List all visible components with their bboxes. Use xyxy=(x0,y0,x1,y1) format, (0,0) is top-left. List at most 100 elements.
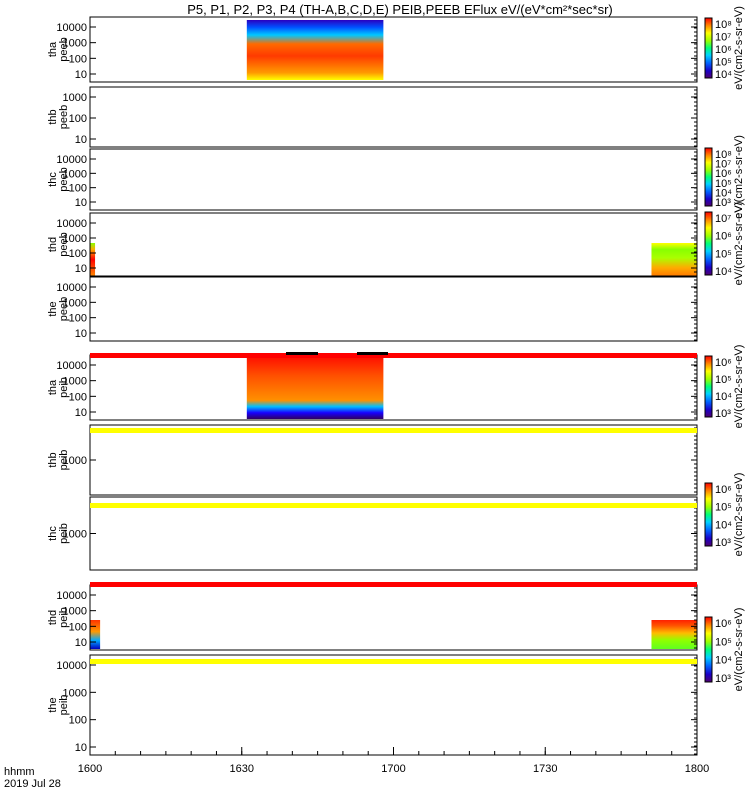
colorbar-tick-label: 10³ xyxy=(715,537,731,549)
colorbar-tick-label: 10³ xyxy=(715,673,731,685)
y-tick-label: 10000 xyxy=(56,590,87,602)
colorbar-tick-label: 10⁵ xyxy=(715,374,732,386)
colorbar-tick-label: 10⁴ xyxy=(715,655,732,667)
colorbar-tick-label: 10⁷ xyxy=(715,159,731,171)
panel-label: the xyxy=(47,697,59,712)
x-axis-label: hhmm xyxy=(4,766,35,778)
y-tick-label: 1000 xyxy=(63,687,87,699)
panel-label: thd xyxy=(47,610,59,625)
y-tick-label: 1000 xyxy=(63,606,87,618)
panel-frame xyxy=(89,654,698,756)
yellow-strip-thc xyxy=(90,503,697,508)
y-tick-label: 100 xyxy=(69,621,87,633)
colorbar-tick-label: 10⁴ xyxy=(715,519,732,531)
panel-frame xyxy=(89,276,698,342)
spectrogram-block xyxy=(246,357,384,419)
colorbar-tick-label: 10³ xyxy=(715,197,731,209)
colorbar-tick-label: 10⁶ xyxy=(715,484,732,496)
colorbar xyxy=(704,17,713,79)
y-tick-label: 1000 xyxy=(63,233,87,245)
y-tick-label: 10000 xyxy=(56,218,87,230)
y-tick-label: 10 xyxy=(75,197,87,209)
colorbar-label: eV/(cm2-s-sr-eV) xyxy=(733,135,745,219)
y-tick-label: 10 xyxy=(75,263,87,275)
panel-label: peeb xyxy=(58,37,70,61)
panel-label: peib xyxy=(58,450,70,471)
panel-thd-peeb: 10000 1000 100 10 thd peeb 10⁷ 10⁶ 10⁵ 10⁴ eV/(cm2… xyxy=(47,202,745,286)
flag-marker xyxy=(286,352,318,355)
y-tick-label: 10 xyxy=(75,742,87,754)
y-tick-label: 100 xyxy=(69,53,87,65)
panel-frame xyxy=(89,354,698,421)
colorbar-label: eV/(cm2-s-sr-eV) xyxy=(733,345,745,429)
colorbar-tick-label: 10⁴ xyxy=(715,69,732,81)
panel-thb-peib: 1000 thb peib xyxy=(47,424,698,496)
colorbar-tick-label: 10⁶ xyxy=(715,44,732,56)
colorbar-tick-label: 10⁵ xyxy=(715,248,732,260)
panel-label: thb xyxy=(47,109,59,124)
y-tick-label: 100 xyxy=(69,248,87,260)
colorbar xyxy=(704,147,713,207)
panel-label: tha xyxy=(47,379,59,395)
panel-label: peib xyxy=(58,607,70,628)
panel-label: peeb xyxy=(58,297,70,321)
x-tick-label: 1800 xyxy=(685,763,709,775)
y-tick-label: 100 xyxy=(69,391,87,403)
panel-the-peeb: 10000 1000 100 10 the peeb xyxy=(47,276,698,342)
panel-frame xyxy=(89,212,698,277)
spectrogram-block xyxy=(246,20,384,80)
colorbar-tick-label: 10⁵ xyxy=(715,57,732,69)
colorbar-label: eV/(cm2-s-sr-eV) xyxy=(733,6,745,90)
panel-label: thc xyxy=(47,172,59,187)
panel-label: peeb xyxy=(58,232,70,256)
y-tick-label: 10000 xyxy=(56,282,87,294)
x-tick-label: 1630 xyxy=(230,763,254,775)
colorbar-tick-label: 10⁵ xyxy=(715,502,732,514)
y-tick-label: 1000 xyxy=(63,168,87,180)
y-tick-label: 1000 xyxy=(63,529,87,541)
colorbar-label: eV/(cm2-s-sr-eV) xyxy=(733,608,745,692)
y-tick-label: 10 xyxy=(75,69,87,81)
panel-label: tha xyxy=(47,41,59,57)
spectrogram-block xyxy=(651,620,697,649)
y-tick-label: 10000 xyxy=(56,360,87,372)
panel-frame xyxy=(89,424,698,496)
panel-thc-peib: 1000 thc peib 10⁶ 10⁵ 10⁴ 10³ eV/(cm2-s-sr-eV) xyxy=(47,473,745,571)
panel-thd-peib: 10000 1000 100 10 thd peib 10⁶ 10⁵ 10⁴ 10³ eV/(cm2… xyxy=(47,584,745,692)
colorbar-tick-label: 10⁶ xyxy=(715,231,732,243)
colorbar-label: eV/(cm2-s-sr-eV) xyxy=(733,202,745,286)
panel-frame xyxy=(89,584,698,651)
y-tick-label: 100 xyxy=(69,113,87,125)
y-tick-label: 10000 xyxy=(56,22,87,34)
panel-label: the xyxy=(47,301,59,316)
y-tick-label: 1000 xyxy=(63,297,87,309)
colorbar-tick-label: 10⁸ xyxy=(715,149,732,161)
colorbar-tick-label: 10⁶ xyxy=(715,168,732,180)
colorbar-label: eV/(cm2-s-sr-eV) xyxy=(733,473,745,557)
yellow-strip-the xyxy=(90,659,697,664)
colorbar-tick-label: 10⁷ xyxy=(715,32,731,44)
y-tick-label: 10000 xyxy=(56,154,87,166)
spectrogram-block xyxy=(90,243,96,276)
panel-frame xyxy=(89,86,698,148)
panel-label: thc xyxy=(47,526,59,541)
y-tick-label: 1000 xyxy=(63,38,87,50)
y-tick-label: 10000 xyxy=(56,660,87,672)
red-strip-top xyxy=(90,353,697,358)
colorbar-tick-label: 10⁶ xyxy=(715,618,732,630)
panel-frame xyxy=(89,148,698,211)
x-tick-label: 1600 xyxy=(78,763,102,775)
panel-label: peib xyxy=(58,523,70,544)
y-tick-label: 10 xyxy=(75,328,87,340)
panel-the-peib: 10000 1000 100 10 the peib xyxy=(47,654,698,756)
colorbar-tick-label: 10⁷ xyxy=(715,213,731,225)
x-tick-label: 1730 xyxy=(533,763,557,775)
colorbar-tick-label: 10⁵ xyxy=(715,178,732,190)
colorbar xyxy=(704,355,713,418)
y-tick-label: 10 xyxy=(75,407,87,419)
panel-label: peeb xyxy=(58,105,70,129)
date-label: 2019 Jul 28 xyxy=(4,778,61,790)
colorbar-tick-label: 10⁴ xyxy=(715,187,732,199)
